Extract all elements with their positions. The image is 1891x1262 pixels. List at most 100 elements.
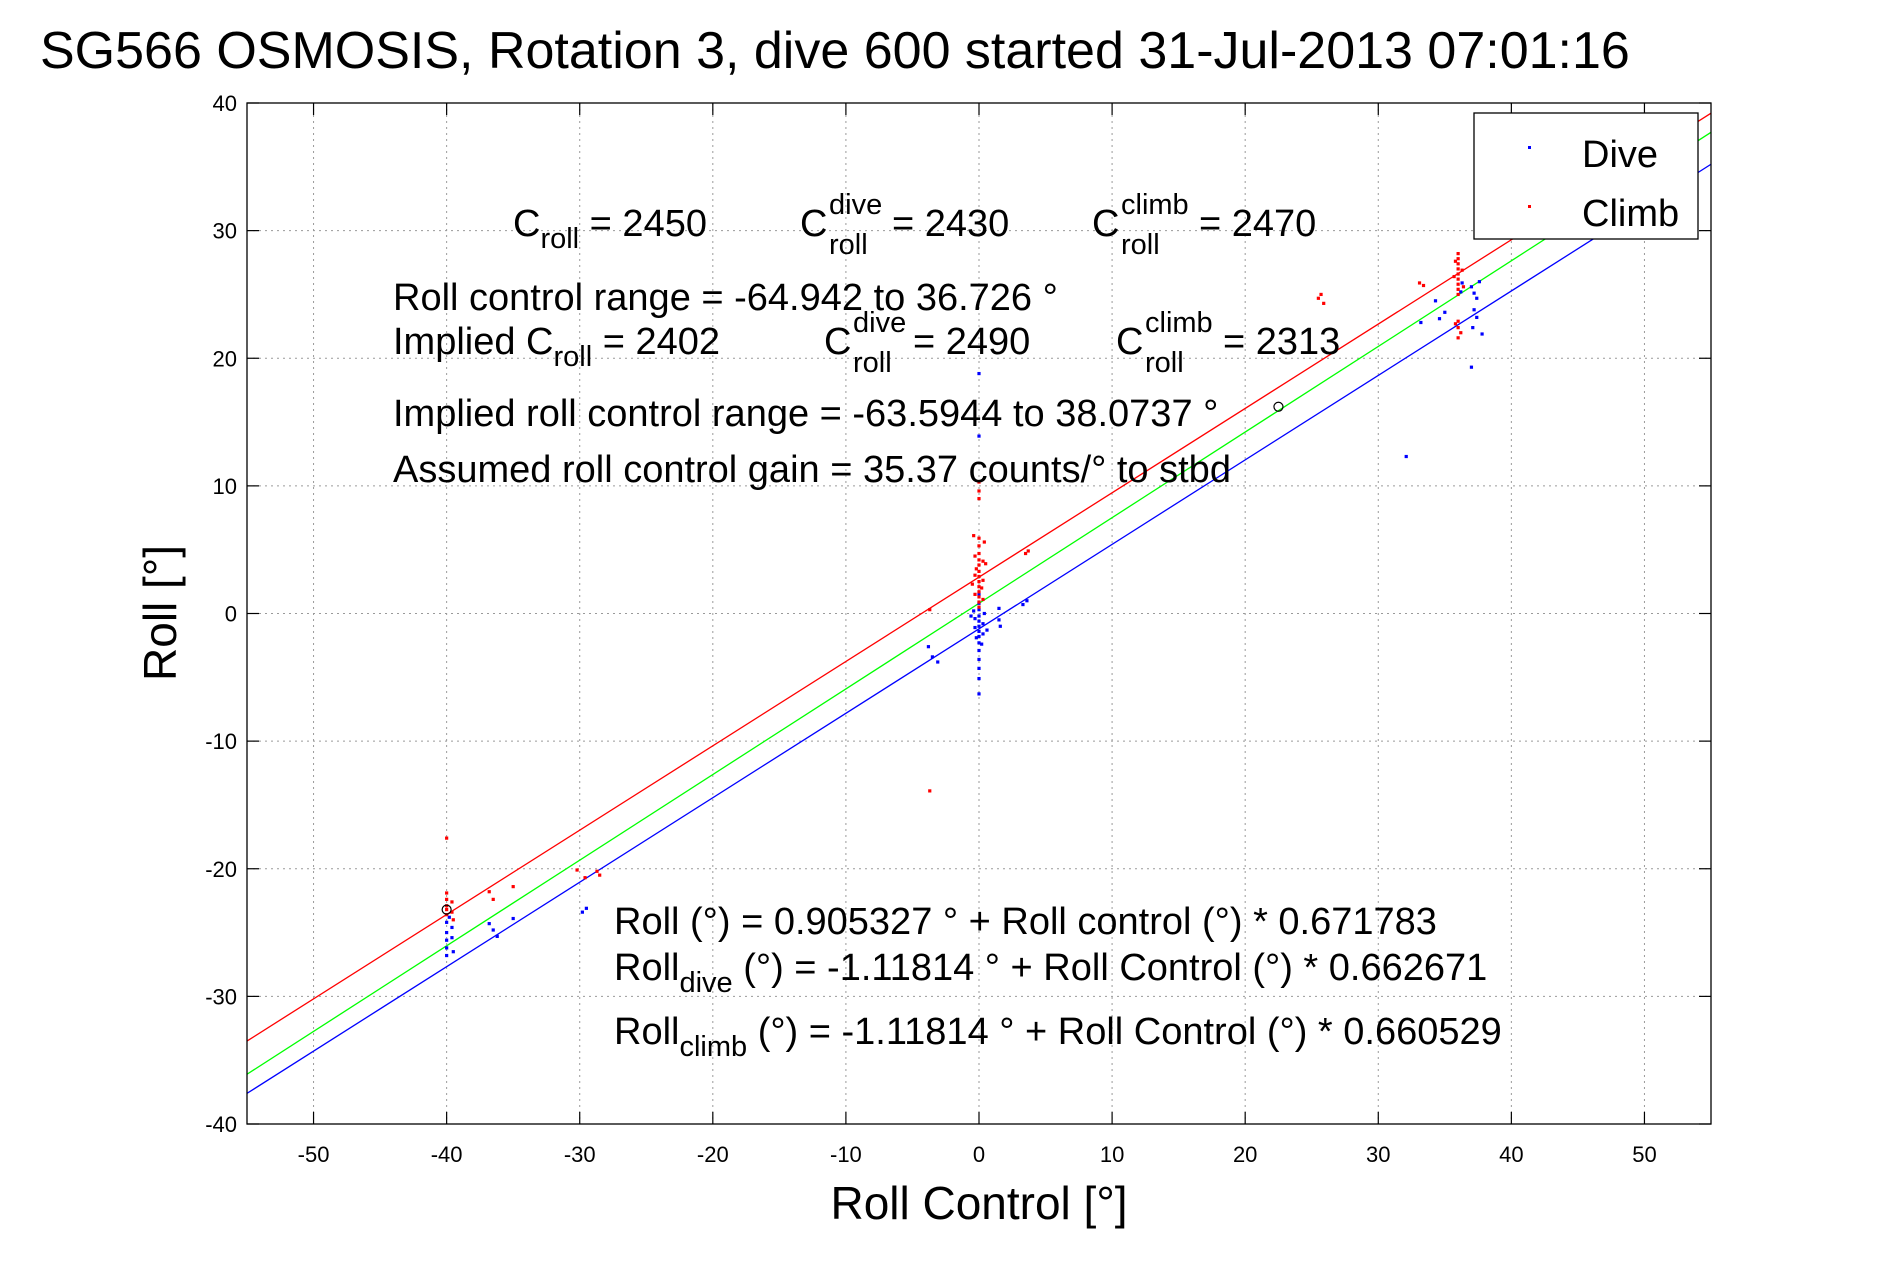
data-point-climb [981, 559, 985, 563]
data-point-climb [445, 904, 449, 908]
data-point-climb [445, 891, 449, 895]
data-point-climb [575, 868, 579, 872]
data-point-climb [583, 876, 587, 880]
data-point-dive [450, 925, 454, 930]
data-point-dive [977, 434, 981, 438]
data-point-dive [451, 950, 455, 954]
svg-text:climb: climb [1121, 189, 1189, 221]
data-point-dive [977, 657, 981, 662]
data-point-climb [487, 890, 491, 894]
data-point-climb [977, 489, 981, 493]
data-point-climb [973, 554, 977, 558]
data-point-dive [997, 618, 1001, 622]
data-point-climb [1456, 292, 1460, 297]
data-point-dive [977, 648, 981, 653]
data-point-dive [1469, 365, 1474, 369]
data-point-climb [1456, 251, 1460, 256]
x-tick-label: -10 [830, 1142, 862, 1167]
svg-text:= 2490: = 2490 [913, 321, 1030, 363]
data-point-dive [1469, 285, 1474, 289]
data-point-climb [981, 597, 985, 602]
data-point-climb [977, 480, 981, 484]
data-point-dive [982, 611, 986, 616]
data-point-dive [977, 641, 981, 645]
data-point-dive [1472, 291, 1476, 295]
data-point-climb [982, 540, 986, 544]
y-tick-label: 10 [213, 474, 237, 499]
svg-text:= 2313: = 2313 [1223, 321, 1340, 363]
y-tick-label: -40 [205, 1112, 237, 1137]
data-point-climb [977, 563, 981, 567]
data-point-climb [1026, 549, 1030, 553]
data-point-climb [977, 544, 981, 548]
data-point-dive [977, 614, 981, 618]
x-tick-label: -40 [431, 1142, 463, 1167]
legend-marker-climb [1528, 205, 1531, 208]
data-point-climb [977, 590, 981, 594]
data-point-dive [1459, 290, 1463, 294]
data-point-dive [1437, 317, 1442, 321]
data-point-climb [970, 582, 974, 586]
data-point-dive [1480, 332, 1484, 336]
chart-title: SG566 OSMOSIS, Rotation 3, dive 600 star… [40, 22, 1630, 80]
data-point-dive [985, 628, 989, 632]
svg-text:roll: roll [1145, 347, 1184, 379]
annotation-c-roll-climb: C climb roll = 2470 [1092, 189, 1316, 261]
annotation-roll-control-range: Roll control range = -64.942 to 36.726 ° [393, 277, 1058, 319]
data-point-climb [1456, 326, 1460, 330]
data-point-dive [1475, 315, 1479, 320]
data-point-dive [491, 928, 495, 932]
data-point-climb [1456, 272, 1460, 276]
legend-label-climb: Climb [1582, 193, 1679, 235]
data-point-climb [445, 907, 449, 912]
svg-text:= 2470: = 2470 [1199, 203, 1316, 245]
y-tick-label: 30 [213, 219, 237, 244]
data-point-dive [977, 608, 981, 612]
data-point-climb [1460, 268, 1464, 272]
data-point-dive [1443, 310, 1447, 314]
x-tick-label: 10 [1100, 1142, 1124, 1167]
x-tick-label: -30 [564, 1142, 596, 1167]
data-point-climb [977, 574, 981, 579]
data-point-climb [450, 900, 454, 904]
open-circle-marker [441, 904, 452, 915]
data-point-dive [977, 666, 981, 670]
data-point-dive [1021, 602, 1025, 607]
data-point-climb [1456, 267, 1460, 271]
data-point-climb [598, 873, 602, 877]
data-point-dive [495, 934, 499, 938]
legend-marker-dive [1528, 146, 1531, 149]
data-point-dive [450, 936, 454, 940]
svg-text:climb: climb [1145, 307, 1213, 339]
data-point-dive [1404, 454, 1408, 459]
data-point-climb [981, 578, 985, 582]
data-point-climb [977, 605, 981, 609]
data-point-dive [977, 629, 981, 633]
svg-text:roll: roll [829, 229, 868, 261]
data-point-dive [1471, 326, 1475, 330]
annotation-c-roll: Croll = 2450 [513, 203, 707, 255]
data-point-dive [580, 910, 584, 914]
data-point-dive [1477, 280, 1482, 284]
data-point-climb [445, 913, 449, 917]
svg-text:C: C [800, 203, 827, 245]
annotation-implied-c-roll-dive: C dive roll = 2490 [824, 307, 1030, 379]
data-point-dive [447, 915, 451, 919]
data-point-climb [1421, 283, 1426, 288]
legend-label-dive: Dive [1582, 134, 1658, 176]
annotation-gain: Assumed roll control gain = 35.37 counts… [393, 449, 1231, 491]
data-point-dive [977, 692, 981, 696]
data-point-dive [980, 642, 984, 646]
data-point-dive [445, 946, 449, 950]
data-point-climb [1453, 322, 1458, 326]
x-tick-label: 30 [1366, 1142, 1390, 1167]
data-point-climb [972, 534, 976, 538]
annotation-implied-range: Implied roll control range = -63.5944 to… [393, 393, 1218, 435]
data-point-dive [977, 676, 981, 681]
svg-text:C: C [1116, 321, 1143, 363]
data-point-climb [1453, 259, 1458, 263]
y-tick-label: -10 [205, 729, 237, 754]
fit-line [247, 163, 1711, 1094]
y-tick-label: 0 [225, 602, 237, 627]
